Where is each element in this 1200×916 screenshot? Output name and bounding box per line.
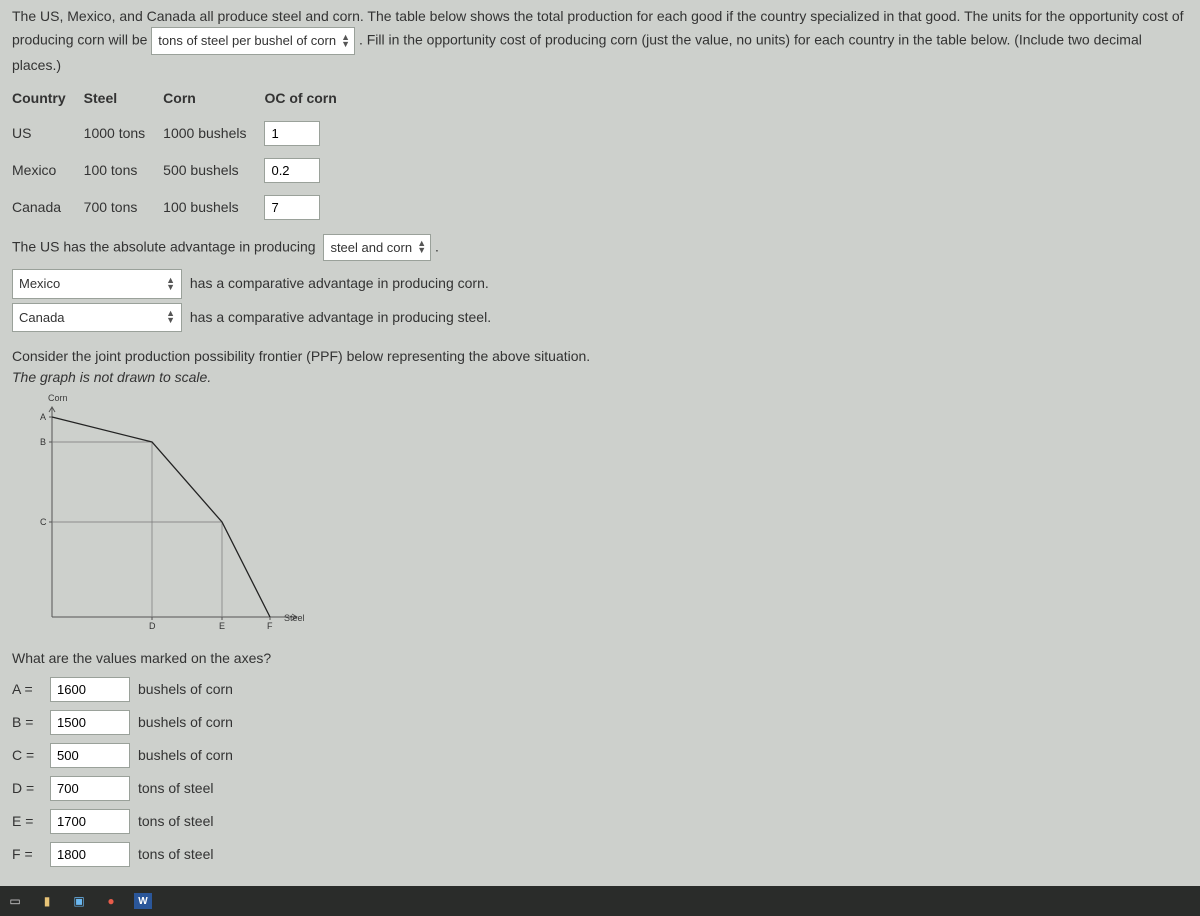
axis-value-unit: tons of steel [138, 811, 214, 832]
svg-text:C: C [40, 517, 47, 527]
ppf-description: Consider the joint production possibilit… [12, 346, 1188, 388]
chevron-updown-icon: ▲▼ [166, 310, 175, 324]
chevron-updown-icon: ▲▼ [417, 240, 426, 254]
browser-icon[interactable]: ● [102, 892, 120, 910]
x-axis-label: Steel [284, 612, 305, 626]
y-axis-label: Corn [48, 392, 68, 406]
axis-value-row: B = bushels of corn [12, 710, 1188, 735]
col-corn: Corn [163, 82, 264, 115]
svg-text:B: B [40, 437, 46, 447]
svg-text:D: D [149, 621, 156, 631]
axis-value-label: E = [12, 811, 42, 832]
oc-input-mexico[interactable] [264, 158, 320, 183]
taskview-icon[interactable]: ▭ [6, 892, 24, 910]
chevron-updown-icon: ▲▼ [341, 34, 350, 48]
svg-text:E: E [219, 621, 225, 631]
axis-value-unit: tons of steel [138, 844, 214, 865]
axis-value-unit: bushels of corn [138, 679, 233, 700]
unit-select[interactable]: tons of steel per bushel of corn ▲▼ [151, 27, 355, 55]
axis-value-unit: tons of steel [138, 778, 214, 799]
table-row: Canada 700 tons 100 bushels [12, 189, 355, 226]
table-row: US 1000 tons 1000 bushels [12, 115, 355, 152]
axis-value-label: D = [12, 778, 42, 799]
axis-value-input[interactable] [50, 776, 130, 801]
axis-value-input[interactable] [50, 842, 130, 867]
axis-value-row: A = bushels of corn [12, 677, 1188, 702]
absolute-advantage-line: The US has the absolute advantage in pro… [12, 234, 1188, 262]
comp-adv-line-1: Mexico ▲▼ has a comparative advantage in… [12, 269, 1188, 299]
svg-text:F: F [267, 621, 273, 631]
axis-value-input[interactable] [50, 677, 130, 702]
col-steel: Steel [84, 82, 164, 115]
abs-adv-select[interactable]: steel and corn ▲▼ [323, 234, 431, 262]
production-table: Country Steel Corn OC of corn US 1000 to… [12, 82, 355, 226]
comp-adv-select-2[interactable]: Canada ▲▼ [12, 303, 182, 333]
axis-value-input[interactable] [50, 710, 130, 735]
oc-input-canada[interactable] [264, 195, 320, 220]
ppf-graph: A B C D E F Corn Steel [22, 392, 322, 642]
axis-value-unit: bushels of corn [138, 712, 233, 733]
store-icon[interactable]: ▣ [70, 892, 88, 910]
axis-value-label: C = [12, 745, 42, 766]
folder-icon[interactable]: ▮ [38, 892, 56, 910]
comp-adv-line-2: Canada ▲▼ has a comparative advantage in… [12, 303, 1188, 333]
axis-value-input[interactable] [50, 809, 130, 834]
word-icon[interactable]: W [134, 893, 152, 909]
col-oc: OC of corn [264, 82, 354, 115]
svg-text:A: A [40, 412, 46, 422]
col-country: Country [12, 82, 84, 115]
comp-adv-select-1[interactable]: Mexico ▲▼ [12, 269, 182, 299]
axis-value-row: E = tons of steel [12, 809, 1188, 834]
axis-value-label: A = [12, 679, 42, 700]
axis-value-row: F = tons of steel [12, 842, 1188, 867]
intro-paragraph: The US, Mexico, and Canada all produce s… [12, 6, 1188, 76]
chevron-updown-icon: ▲▼ [166, 277, 175, 291]
axis-value-input[interactable] [50, 743, 130, 768]
axis-value-label: F = [12, 844, 42, 865]
axis-value-row: D = tons of steel [12, 776, 1188, 801]
axis-value-unit: bushels of corn [138, 745, 233, 766]
taskbar: ▭ ▮ ▣ ● W [0, 886, 1200, 916]
oc-input-us[interactable] [264, 121, 320, 146]
axis-value-row: C = bushels of corn [12, 743, 1188, 768]
table-row: Mexico 100 tons 500 bushels [12, 152, 355, 189]
axis-value-label: B = [12, 712, 42, 733]
table-header-row: Country Steel Corn OC of corn [12, 82, 355, 115]
axes-question: What are the values marked on the axes? [12, 648, 1188, 669]
